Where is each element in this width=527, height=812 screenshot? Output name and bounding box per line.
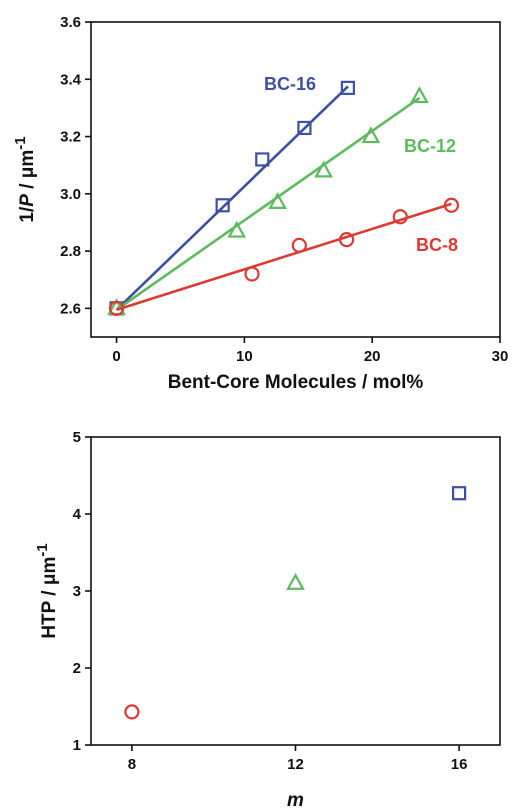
data-point-htp	[124, 704, 140, 720]
y-tick-label: 3.2	[60, 129, 81, 146]
data-point-bc-16	[340, 80, 356, 95]
plot-frame	[90, 21, 501, 338]
x-tick-label: 30	[492, 348, 509, 365]
x-axis-title: m	[287, 790, 304, 811]
data-point-bc-12	[410, 86, 429, 104]
data-point-bc-8	[443, 197, 460, 213]
series-label-bc-8: BC-8	[416, 235, 458, 255]
fit-line-bc-8	[116, 202, 452, 312]
data-point-bc-16	[297, 120, 312, 136]
y-tick-label: 5	[73, 429, 81, 446]
data-point-bc-12	[268, 192, 287, 210]
y-axis-title: HTP / μm-1	[34, 543, 60, 638]
x-tick-label: 16	[451, 756, 468, 773]
y-tick-label: 2.6	[60, 300, 81, 317]
y-tick-label: 4	[73, 506, 82, 523]
y-tick-label: 3.4	[60, 71, 82, 88]
y-tick-label: 2.8	[60, 243, 81, 260]
data-point-bc-8	[291, 237, 307, 253]
y-tick-label: 2	[73, 660, 81, 677]
x-tick-label: 10	[236, 348, 253, 365]
x-tick-label: 20	[364, 348, 381, 365]
x-axis-title: Bent-Core Molecules / mol%	[168, 372, 424, 393]
y-tick-label: 3	[73, 583, 81, 600]
data-point-bc-16	[215, 198, 230, 213]
fit-line-bc-16	[115, 85, 349, 311]
y-axis-title-part: -1	[34, 543, 51, 556]
data-point-bc-8	[339, 232, 355, 248]
y-tick-label: 3.0	[60, 186, 81, 203]
data-point-bc-8	[244, 266, 260, 282]
data-point-htp	[286, 573, 305, 590]
x-tick-label: 8	[128, 756, 136, 773]
y-tick-label: 3.6	[60, 14, 81, 31]
data-point-bc-12	[314, 160, 333, 178]
data-point-bc-8	[392, 209, 408, 225]
x-tick-label: 12	[287, 756, 304, 773]
y-axis-title-part: P	[17, 194, 38, 207]
x-tick-label: 0	[112, 348, 120, 365]
data-point-bc-16	[255, 152, 270, 167]
plot-frame	[90, 436, 501, 746]
data-point-bc-8	[108, 300, 125, 316]
y-axis-title-part: -1	[12, 136, 29, 149]
y-axis-title-part: / μm	[17, 150, 38, 194]
series-label-bc-12: BC-12	[404, 136, 456, 156]
data-point-bc-12	[361, 126, 381, 144]
chart-top-inverse-pitch: 0 10 20 30 2.6 2.8 3.0 3.2 3.4 3.6 Bent-Core Molec…	[12, 14, 508, 393]
data-point-bc-12	[227, 220, 247, 238]
y-axis-title-part: HTP / μm	[39, 557, 60, 639]
series-label-bc-16: BC-16	[264, 74, 316, 94]
y-axis-title-part: 1/	[17, 206, 38, 223]
y-axis-title: 1/P / μm-1	[12, 136, 38, 222]
fit-line-bc-12	[115, 96, 421, 311]
y-tick-label: 1	[73, 737, 81, 754]
data-point-htp	[452, 486, 467, 501]
